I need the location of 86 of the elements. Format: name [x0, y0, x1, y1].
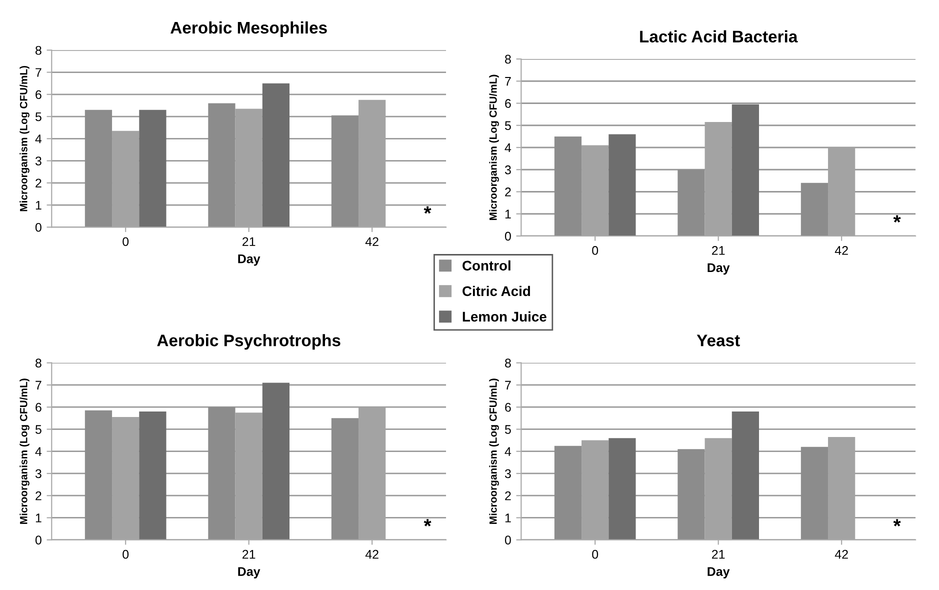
y-tick-label: 2 [36, 491, 42, 500]
y-tick-label: 4 [35, 134, 42, 144]
y-tick-label: 6 [36, 90, 42, 100]
y-tick-label: 1 [36, 514, 42, 522]
x-tick-label: 21 [712, 550, 725, 559]
bar [678, 170, 705, 236]
x-tick-label: 0 [592, 246, 598, 255]
bar [84, 410, 112, 540]
y-tick-label: 7 [505, 77, 511, 86]
y-axis-title: Microorganism (Log CFU/mL) [20, 66, 30, 212]
y-tick-label: 8 [36, 358, 42, 368]
bar [554, 446, 582, 540]
y-tick-label: 8 [505, 54, 511, 64]
bar [608, 134, 636, 236]
y-tick-label: 4 [35, 447, 42, 456]
y-tick-label: 1 [505, 210, 511, 218]
bar [331, 418, 359, 540]
y-tick-label: 3 [504, 165, 511, 174]
bar [554, 136, 582, 236]
y-tick-label: 6 [505, 99, 511, 108]
chart-title: Aerobic Psychrotrophs [157, 334, 340, 350]
x-axis-title: Day [708, 263, 730, 275]
y-tick-label: 7 [36, 380, 42, 390]
bar [732, 412, 760, 540]
x-axis-title: Day [708, 567, 730, 578]
bar [84, 110, 112, 228]
annotation: * [893, 519, 901, 526]
annotation: * [893, 215, 901, 222]
y-tick-label: 0 [35, 222, 42, 232]
y-tick-label: 4 [504, 143, 512, 152]
y-tick-label: 6 [505, 402, 511, 412]
y-tick-label: 1 [36, 200, 42, 210]
y-tick-label: 7 [36, 68, 42, 77]
x-tick-label: 0 [122, 237, 129, 246]
y-tick-label: 5 [504, 121, 511, 130]
chart-title: Aerobic Mesophiles [170, 21, 327, 37]
y-tick-label: 3 [504, 469, 511, 478]
y-tick-label: 0 [35, 536, 42, 544]
x-tick-label: 42 [365, 550, 378, 559]
bar [331, 115, 359, 228]
bar [139, 412, 166, 540]
x-axis-title: Day [238, 567, 260, 578]
x-axis-title: Day [238, 254, 260, 266]
y-tick-label: 2 [36, 178, 42, 188]
bar [678, 449, 705, 540]
x-tick-label: 21 [712, 246, 725, 255]
x-tick-label: 0 [592, 550, 598, 559]
chart-title: Yeast [696, 334, 740, 346]
x-tick-label: 42 [834, 550, 848, 559]
y-tick-label: 6 [36, 402, 42, 412]
y-tick-label: 0 [504, 536, 511, 544]
y-tick-label: 3 [35, 156, 42, 166]
y-tick-label: 1 [505, 514, 511, 522]
bar [800, 446, 828, 540]
y-tick-label: 5 [504, 425, 511, 434]
bar [262, 83, 290, 228]
bar [608, 438, 636, 540]
x-tick-label: 21 [242, 550, 256, 559]
bar [800, 182, 828, 236]
y-tick-label: 3 [35, 469, 42, 478]
y-axis-title: Microorganism (Log CFU/mL) [20, 378, 30, 524]
legend-label: Lemon Juice [462, 311, 546, 322]
y-tick-label: 8 [505, 358, 511, 368]
y-tick-label: 8 [36, 46, 42, 55]
bar [208, 103, 236, 228]
bar [208, 407, 236, 540]
bar [262, 382, 290, 540]
y-tick-label: 7 [505, 380, 511, 390]
bar [732, 104, 760, 236]
x-tick-label: 42 [834, 246, 848, 255]
y-tick-label: 2 [505, 188, 511, 196]
annotation: * [424, 519, 432, 526]
x-tick-label: 0 [122, 550, 129, 559]
y-tick-label: 5 [35, 425, 42, 434]
legend-label: Citric Acid [462, 286, 530, 296]
y-tick-label: 4 [504, 447, 512, 456]
x-tick-label: 21 [242, 237, 256, 246]
y-tick-label: 5 [35, 112, 42, 122]
bar [139, 110, 166, 228]
y-axis-title: Microorganism (Log CFU/mL) [489, 74, 499, 220]
y-tick-label: 2 [505, 491, 511, 500]
annotation: * [424, 206, 432, 214]
y-axis-title: Microorganism (Log CFU/mL) [489, 378, 499, 524]
legend-label: Control [462, 260, 510, 271]
x-tick-label: 42 [365, 237, 378, 246]
chart-title: Lactic Acid Bacteria [640, 30, 798, 42]
